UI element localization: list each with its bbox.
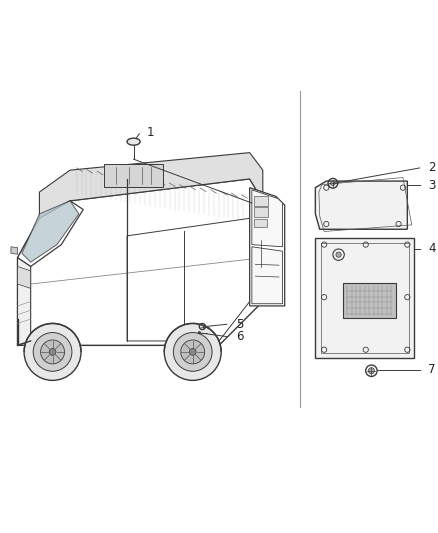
Text: 7: 7 [428, 364, 436, 376]
Polygon shape [22, 201, 79, 262]
Polygon shape [18, 266, 31, 288]
Polygon shape [39, 152, 263, 219]
Text: 5: 5 [237, 318, 244, 331]
Polygon shape [250, 188, 285, 306]
Text: 3: 3 [428, 179, 436, 192]
FancyBboxPatch shape [343, 282, 396, 318]
Circle shape [189, 349, 196, 356]
Polygon shape [18, 179, 263, 345]
Polygon shape [18, 201, 83, 266]
FancyBboxPatch shape [254, 197, 268, 206]
Circle shape [368, 368, 374, 374]
Circle shape [33, 333, 72, 372]
Polygon shape [252, 247, 283, 304]
FancyBboxPatch shape [254, 219, 267, 227]
Text: 4: 4 [428, 243, 436, 255]
Polygon shape [252, 190, 283, 247]
Text: 6: 6 [237, 330, 244, 343]
Circle shape [198, 332, 201, 334]
Polygon shape [11, 247, 18, 254]
Circle shape [331, 181, 335, 185]
Circle shape [41, 340, 64, 364]
Text: 1: 1 [147, 126, 154, 140]
Ellipse shape [127, 138, 140, 145]
Polygon shape [315, 181, 407, 229]
Circle shape [24, 324, 81, 381]
Circle shape [336, 252, 341, 257]
FancyBboxPatch shape [254, 207, 268, 217]
Polygon shape [18, 258, 31, 345]
FancyBboxPatch shape [104, 165, 163, 187]
Text: 2: 2 [428, 161, 436, 174]
Polygon shape [315, 238, 414, 359]
Circle shape [164, 324, 221, 381]
Circle shape [173, 333, 212, 372]
Circle shape [181, 340, 205, 364]
Circle shape [49, 349, 56, 356]
